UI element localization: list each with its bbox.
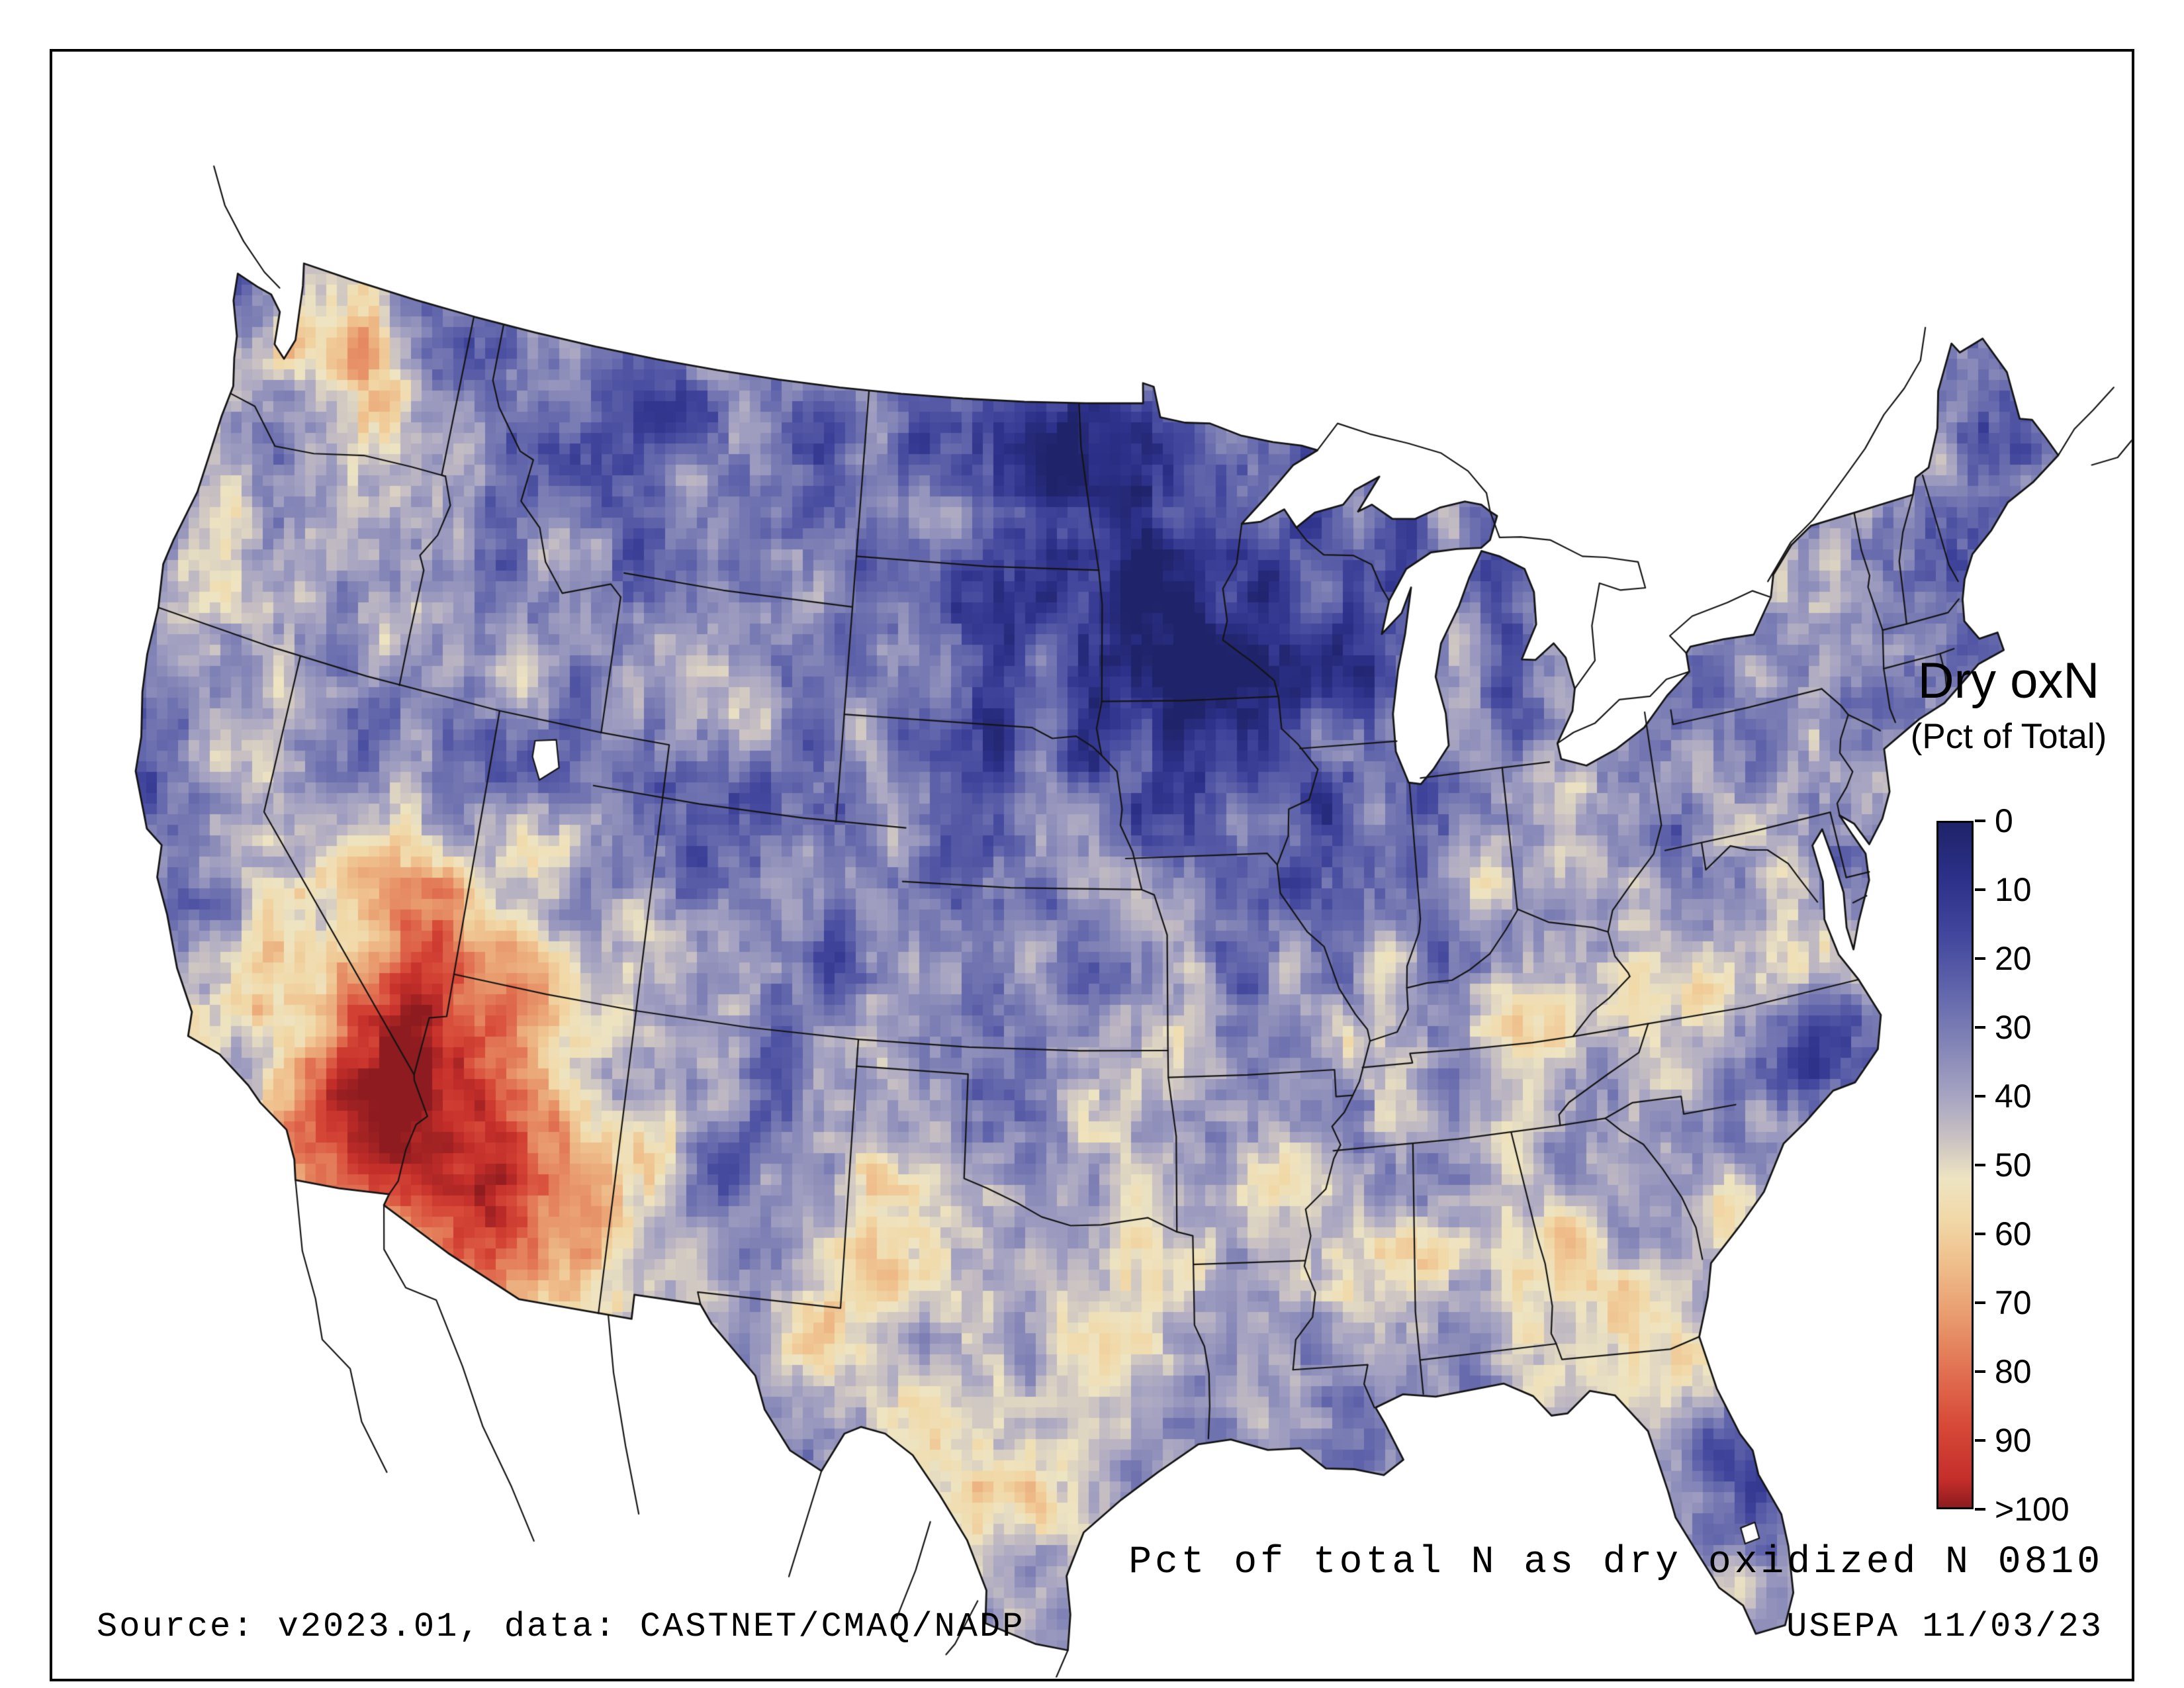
colorbar-tick-label: 90 xyxy=(1995,1422,2032,1459)
colorbar-tick-mark xyxy=(1975,1439,1985,1442)
colorbar-tick-mark xyxy=(1975,820,1985,822)
colorbar-tick-mark xyxy=(1975,957,1985,960)
colorbar-tick-mark xyxy=(1975,1026,1985,1029)
colorbar-tick-mark xyxy=(1975,1233,1985,1235)
colorbar-tick-mark xyxy=(1975,888,1985,891)
colorbar-tick-label: 20 xyxy=(1995,940,2032,977)
colorbar-tick-label: 80 xyxy=(1995,1353,2032,1390)
colorbar-tick-label: 30 xyxy=(1995,1009,2032,1046)
map-caption: Pct of total N as dry oxidized N 0810 xyxy=(1128,1541,2103,1584)
colorbar-tick-mark xyxy=(1975,1164,1985,1166)
colorbar xyxy=(1936,821,1974,1509)
legend-subtitle: (Pct of Total) xyxy=(1910,717,2107,756)
colorbar-tick-mark xyxy=(1975,1508,1985,1511)
source-text: Source: v2023.01, data: CASTNET/CMAQ/NAD… xyxy=(97,1607,1025,1646)
colorbar-tick-label: 60 xyxy=(1995,1215,2032,1252)
colorbar-tick-label: 50 xyxy=(1995,1147,2032,1184)
colorbar-tick-mark xyxy=(1975,1095,1985,1098)
agency-date-text: USEPA 11/03/23 xyxy=(1786,1607,2103,1646)
colorbar-tick-label: 40 xyxy=(1995,1078,2032,1115)
legend-title: Dry oxN xyxy=(1917,653,2100,709)
colorbar-tick-mark xyxy=(1975,1370,1985,1373)
colorbar-tick-label: 10 xyxy=(1995,871,2032,908)
colorbar-tick-label: >100 xyxy=(1995,1491,2070,1528)
colorbar-tick-mark xyxy=(1975,1301,1985,1304)
colorbar-tick-label: 0 xyxy=(1995,802,2013,839)
colorbar-tick-list: 0 10 20 30 40 50 60 70 80 90 >100 xyxy=(1975,802,2127,1528)
colorbar-tick-label: 70 xyxy=(1995,1284,2032,1321)
